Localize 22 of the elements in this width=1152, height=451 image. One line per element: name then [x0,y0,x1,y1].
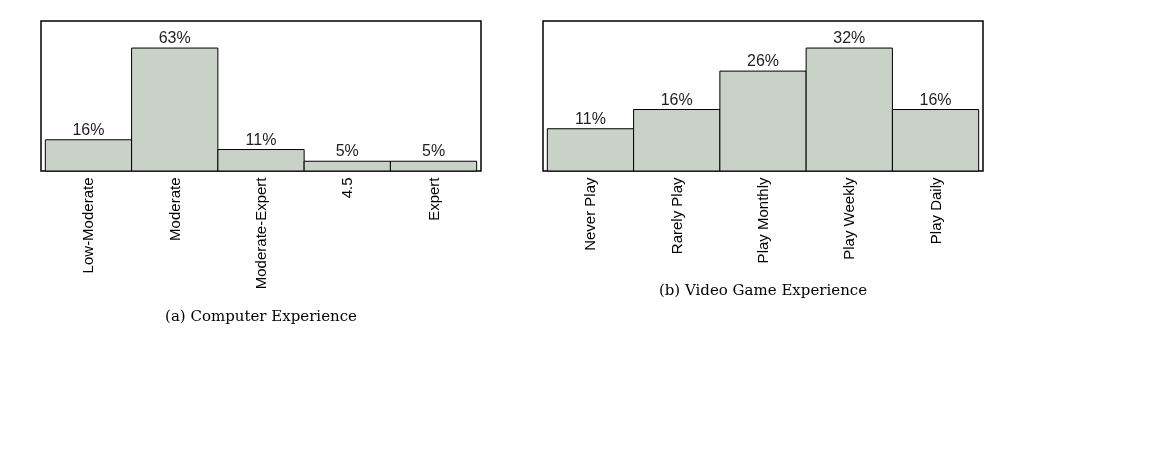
x-tick-label: Rarely Play [667,177,685,255]
data-label: 11% [575,109,606,127]
data-label: 5% [335,142,359,160]
data-label: 63% [158,29,191,47]
x-tick-label: Play Daily [926,177,944,245]
data-label: 16% [919,90,952,108]
text: (b) Video Game Experience [658,280,868,299]
x-tick-label: Never Play [581,177,599,251]
data-label: 26% [746,52,780,70]
x-tick-label: 4.5 [338,177,356,199]
x-tick-label: Moderate-Expert [252,176,269,290]
x-tick-label: Moderate [165,177,183,241]
data-label: 5% [421,142,446,160]
data-label: 16% [660,90,693,108]
x-tick-label: Expert [424,176,442,221]
data-label: 32% [833,29,866,47]
data-label: 11% [245,130,277,148]
text: (a) Computer Experience [165,306,358,325]
x-tick-label: Play Monthly [754,177,771,264]
data-label: 16% [72,120,105,138]
x-tick-label: Low-Moderate [79,177,97,274]
x-tick-label: Play Weekly [840,177,858,260]
